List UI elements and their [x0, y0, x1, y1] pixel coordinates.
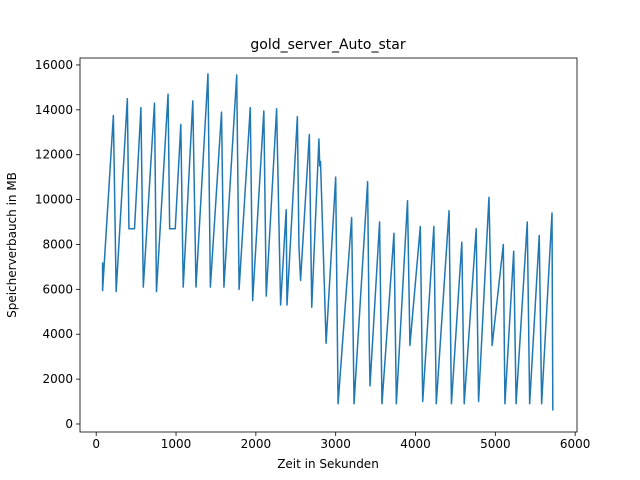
- y-tick-label: 12000: [35, 148, 73, 162]
- line: [101, 73, 554, 411]
- y-tick-label: 8000: [42, 237, 73, 251]
- x-tick-label: 4000: [400, 437, 431, 451]
- x-tick-label: 5000: [480, 437, 511, 451]
- y-axis-label: Speicherverbauch in MB: [5, 172, 19, 318]
- y-tick-label: 14000: [35, 103, 73, 117]
- x-axis-label: Zeit in Sekunden: [277, 457, 379, 471]
- x-tick-label: 6000: [560, 437, 591, 451]
- y-tick-label: 6000: [42, 282, 73, 296]
- axes-frame: [79, 57, 578, 433]
- chart-title: gold_server_Auto_star: [250, 37, 405, 53]
- y-tick-label: 10000: [35, 193, 73, 207]
- y-tick-label: 2000: [42, 372, 73, 386]
- y-tick-label: 0: [65, 417, 73, 431]
- x-tick-label: 1000: [161, 437, 192, 451]
- y-tick-label: 4000: [42, 327, 73, 341]
- x-tick-label: 2000: [241, 437, 272, 451]
- x-tick-label: 3000: [320, 437, 351, 451]
- y-tick-label: 16000: [35, 58, 73, 72]
- x-tick-label: 0: [92, 437, 100, 451]
